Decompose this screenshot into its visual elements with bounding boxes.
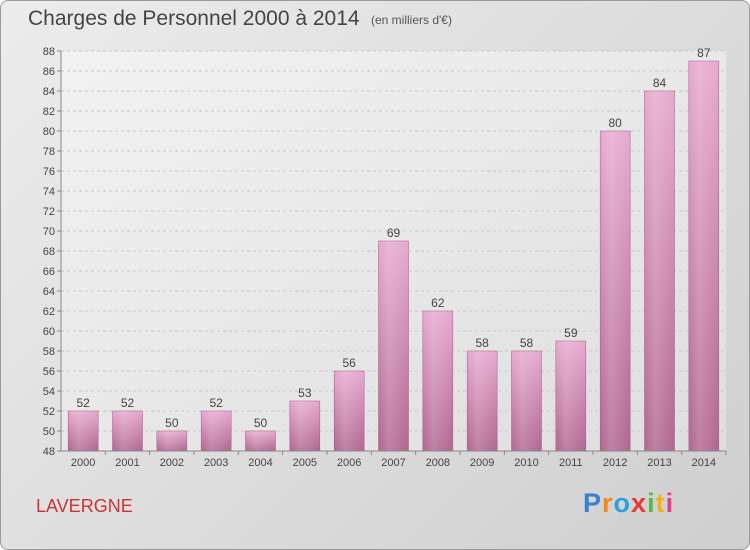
bar-highlight — [422, 311, 453, 451]
y-tick-label: 80 — [43, 126, 55, 138]
x-tick-label: 2014 — [692, 457, 716, 469]
x-tick-label: 2006 — [337, 457, 361, 469]
data-label: 56 — [342, 356, 356, 370]
bar-highlight — [511, 351, 542, 451]
x-tick-label: 2005 — [293, 457, 317, 469]
data-label: 84 — [653, 76, 667, 90]
chart-title: Charges de Personnel 2000 à 2014 — [28, 7, 360, 30]
bar-highlight — [289, 401, 320, 451]
x-tick-label: 2010 — [514, 457, 538, 469]
y-tick-label: 84 — [43, 86, 55, 98]
data-label: 50 — [165, 416, 179, 430]
y-tick-label: 72 — [43, 206, 55, 218]
bars: 52 52 50 52 50 53 56 69 62 58 58 59 80 84 87 — [67, 46, 720, 452]
logo-letter: o — [613, 488, 632, 518]
y-tick-label: 68 — [43, 246, 55, 258]
data-label: 58 — [520, 336, 534, 350]
x-tick-label: 2008 — [426, 457, 450, 469]
x-tick-label: 2000 — [71, 457, 95, 469]
bar-highlight — [555, 341, 586, 451]
y-tick-label: 66 — [43, 266, 55, 278]
data-label: 58 — [475, 336, 489, 350]
y-tick-label: 48 — [43, 446, 55, 458]
y-tick-label: 76 — [43, 166, 55, 178]
commune-name: LAVERGNE — [36, 496, 133, 516]
x-tick-label: 2013 — [647, 457, 671, 469]
y-tick-label: 62 — [43, 306, 55, 318]
bar-highlight — [600, 131, 631, 451]
logo-letter: r — [602, 488, 614, 518]
y-tick-label: 60 — [43, 326, 55, 338]
x-tick-label: 2002 — [160, 457, 184, 469]
proxiti-logo: Proxiti — [583, 488, 674, 519]
y-axis: 48 50 52 54 56 58 60 62 64 66 68 70 72 74 76 78 80 82 84 86… — [43, 46, 61, 458]
data-label: 62 — [431, 296, 445, 310]
bar-highlight — [156, 431, 187, 451]
bar-highlight — [467, 351, 498, 451]
x-tick-label: 2001 — [115, 457, 139, 469]
bar-highlight — [112, 411, 143, 451]
bar-highlight — [201, 411, 232, 451]
bar-highlight — [68, 411, 99, 451]
y-tick-label: 58 — [43, 346, 55, 358]
data-label: 52 — [76, 396, 90, 410]
y-tick-label: 70 — [43, 226, 55, 238]
x-tick-label: 2011 — [559, 457, 583, 469]
y-tick-label: 74 — [43, 186, 55, 198]
x-axis: 2000 2001 2002 2003 2004 2005 2006 2007 2008 2009… — [71, 451, 727, 469]
data-label: 53 — [298, 386, 312, 400]
x-tick-label: 2004 — [248, 457, 272, 469]
data-label: 69 — [387, 226, 401, 240]
y-tick-label: 54 — [43, 386, 55, 398]
logo-letter: P — [583, 488, 603, 518]
x-tick-label: 2009 — [470, 457, 494, 469]
x-tick-label: 2012 — [603, 457, 627, 469]
logo-letter: i — [647, 488, 656, 518]
bar-highlight — [378, 241, 409, 451]
x-tick-label: 2007 — [381, 457, 405, 469]
logo-letter: x — [631, 488, 648, 518]
logo-letter: t — [655, 488, 666, 518]
data-label: 52 — [121, 396, 135, 410]
data-label: 50 — [254, 416, 268, 430]
y-tick-label: 56 — [43, 366, 55, 378]
bar-highlight — [644, 91, 675, 451]
bar-highlight — [334, 371, 365, 451]
chart-subtitle: (en milliers d'€) — [371, 13, 452, 27]
data-label: 80 — [608, 116, 622, 130]
y-tick-label: 50 — [43, 426, 55, 438]
y-tick-label: 82 — [43, 106, 55, 118]
data-label: 59 — [564, 326, 578, 340]
logo-letter: i — [665, 488, 675, 518]
y-tick-label: 86 — [43, 66, 55, 78]
data-label: 52 — [209, 396, 223, 410]
y-tick-label: 64 — [43, 286, 55, 298]
bar-highlight — [245, 431, 276, 451]
y-tick-label: 52 — [43, 406, 55, 418]
bar-highlight — [688, 61, 719, 451]
y-tick-label: 78 — [43, 146, 55, 158]
data-label: 87 — [697, 46, 711, 60]
x-tick-label: 2003 — [204, 457, 228, 469]
y-tick-label: 88 — [43, 46, 55, 58]
